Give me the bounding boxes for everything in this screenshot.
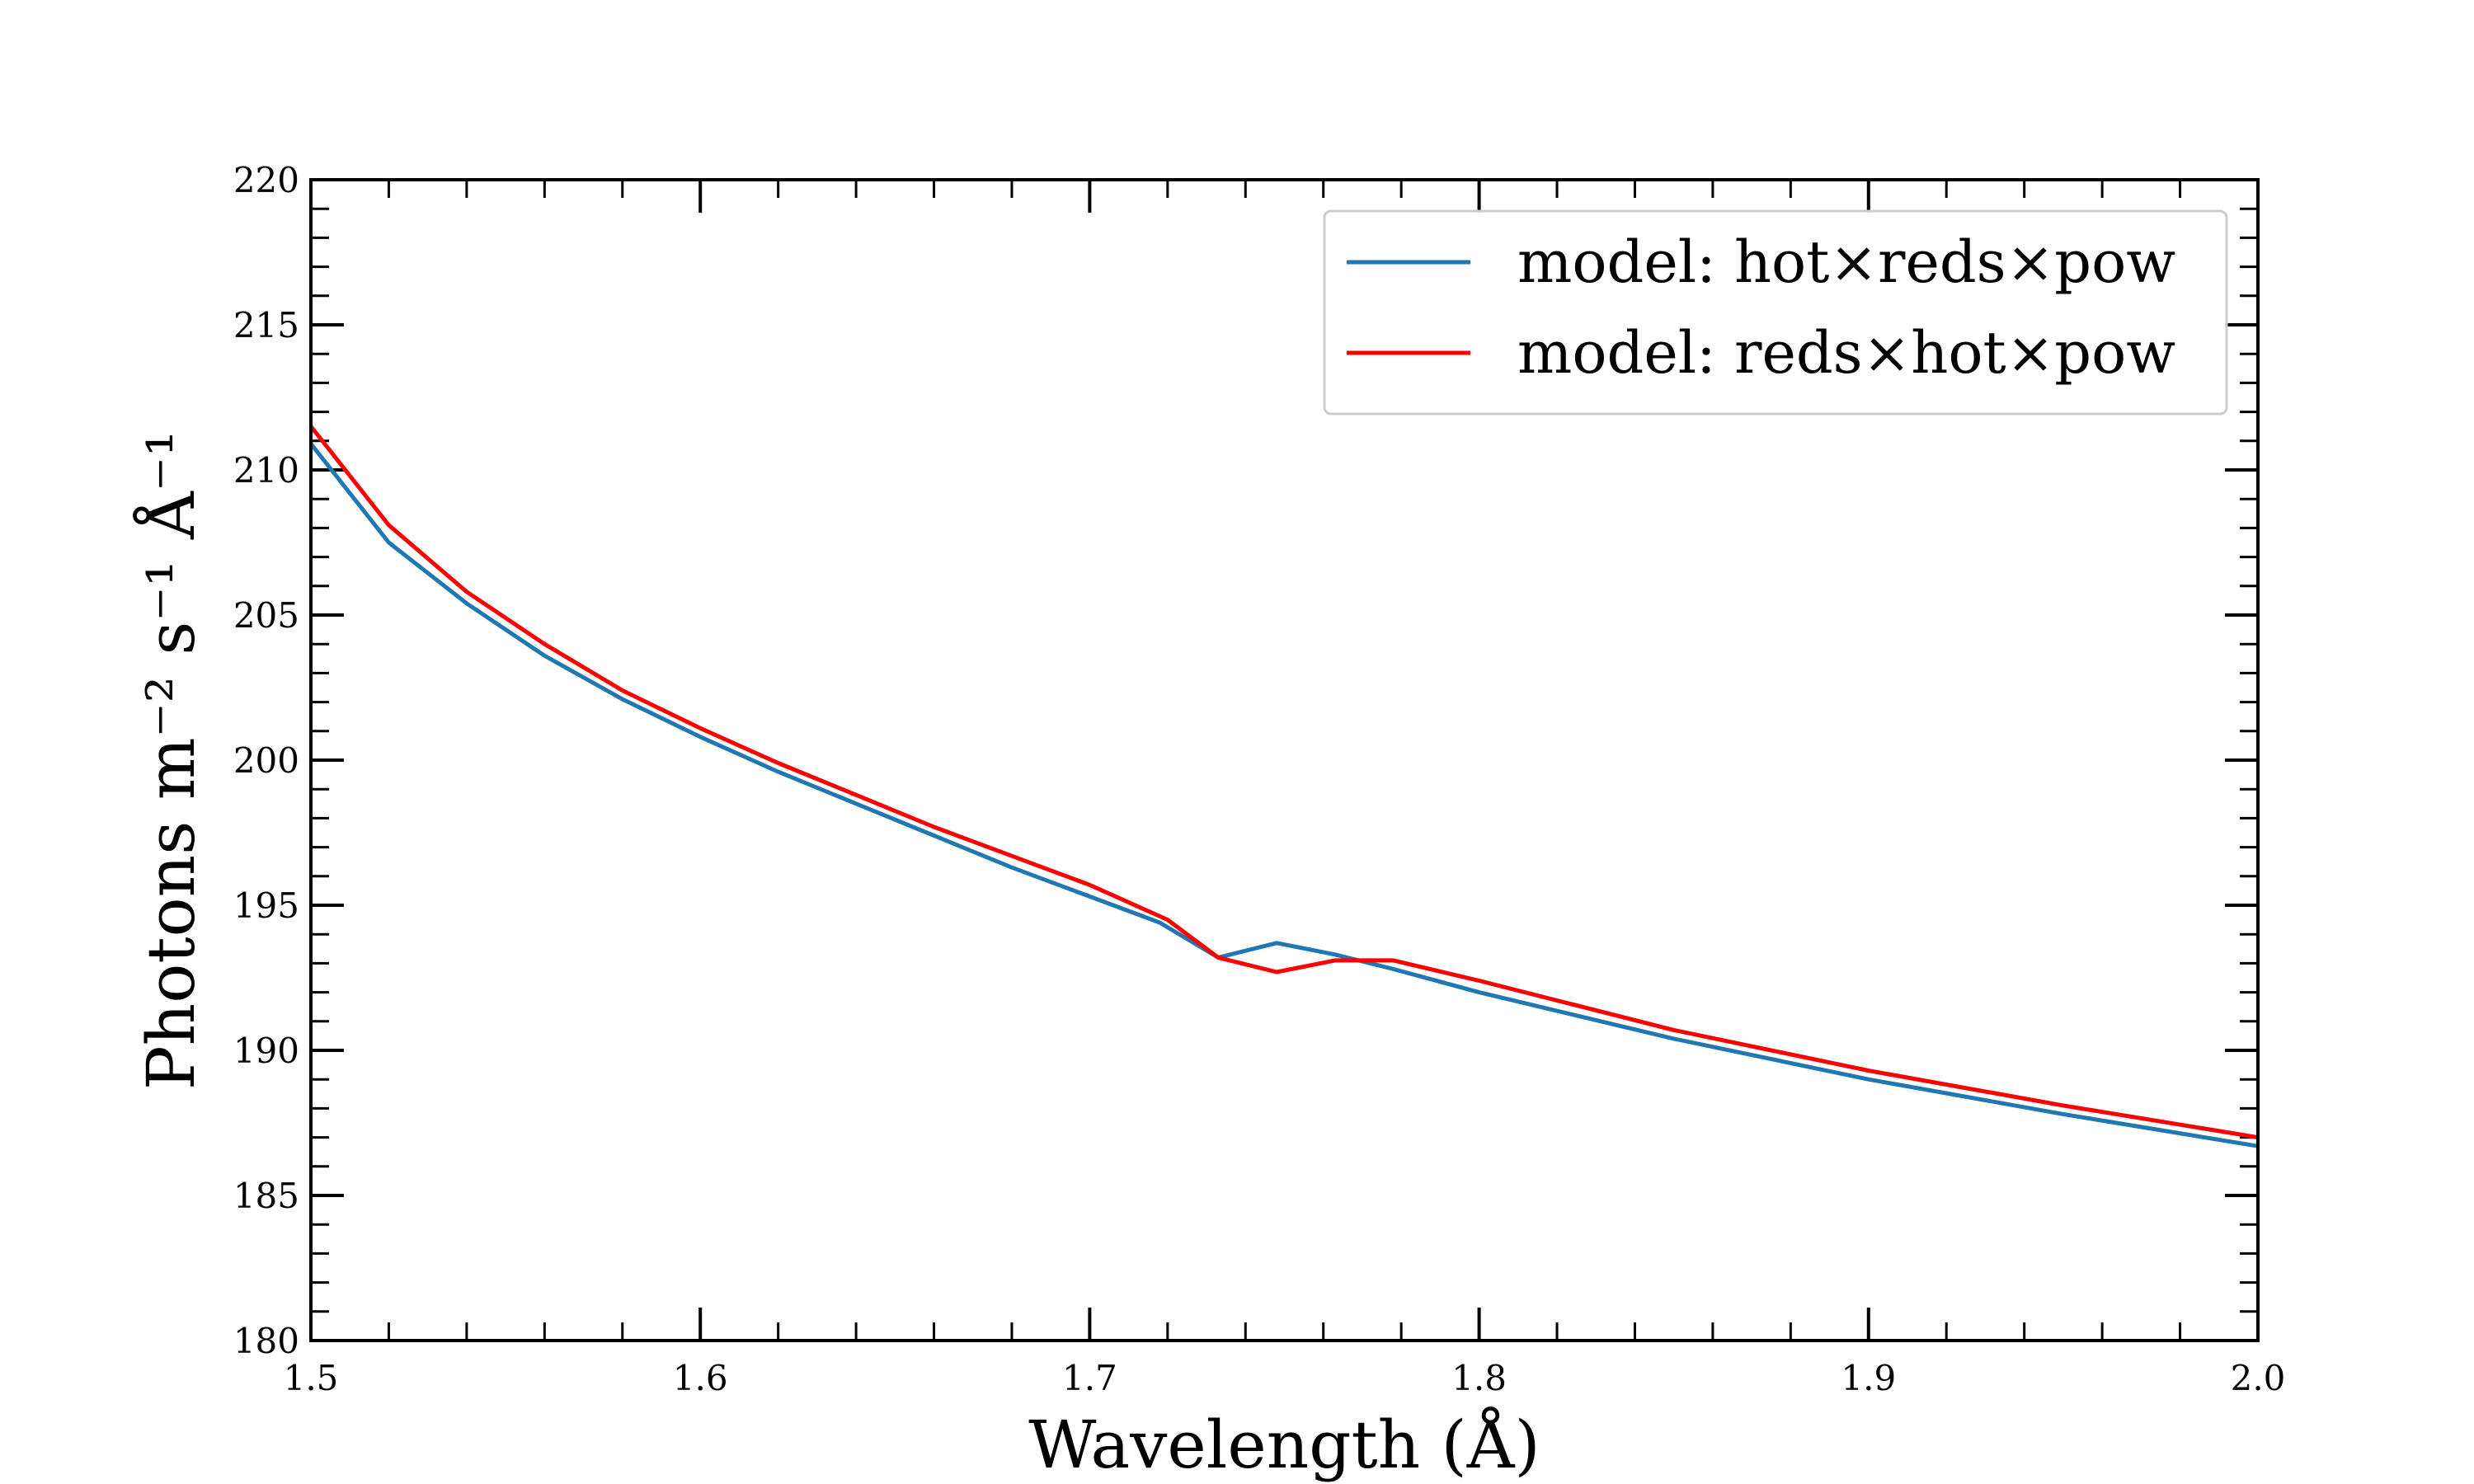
tick-labels: 1.5 1.6 1.7 1.8 1.9 2.0 180 185 190 195 200 205 210 2… — [233, 160, 2286, 1398]
x-tick-label: 1.6 — [673, 1358, 728, 1398]
y-tick-label: 185 — [233, 1176, 299, 1216]
y-tick-label: 180 — [233, 1321, 299, 1361]
y-tick-label: 215 — [233, 305, 299, 345]
y-tick-label: 210 — [233, 450, 299, 491]
y-axis-label: Photons m⁻² s⁻¹ Å⁻¹ — [132, 430, 209, 1090]
legend: model: hot×reds×pow model: reds×hot×pow — [1323, 209, 2228, 416]
axis-ticks — [309, 178, 2260, 1342]
x-axis-label: Wavelength (Å) — [1028, 1406, 1540, 1483]
legend-entry-reds-hot-pow: model: reds×hot×pow — [1517, 319, 2175, 387]
x-tick-label: 1.5 — [284, 1358, 339, 1398]
y-tick-label: 220 — [233, 160, 299, 200]
y-tick-label: 200 — [233, 740, 299, 781]
legend-entry-hot-reds-pow: model: hot×reds×pow — [1517, 228, 2175, 296]
y-tick-label: 190 — [233, 1031, 299, 1071]
x-tick-label: 1.9 — [1841, 1358, 1896, 1398]
series-lines — [309, 425, 2259, 1148]
y-tick-label: 205 — [233, 595, 299, 636]
y-tick-label: 195 — [233, 885, 299, 926]
series-line-0 — [309, 442, 2259, 1148]
x-tick-label: 2.0 — [2231, 1358, 2286, 1398]
plot-area-frame — [309, 178, 2260, 1342]
legend-box — [1323, 209, 2228, 416]
x-tick-label: 1.7 — [1062, 1358, 1117, 1398]
x-tick-label: 1.8 — [1451, 1358, 1507, 1398]
series-line-1 — [309, 425, 2259, 1140]
